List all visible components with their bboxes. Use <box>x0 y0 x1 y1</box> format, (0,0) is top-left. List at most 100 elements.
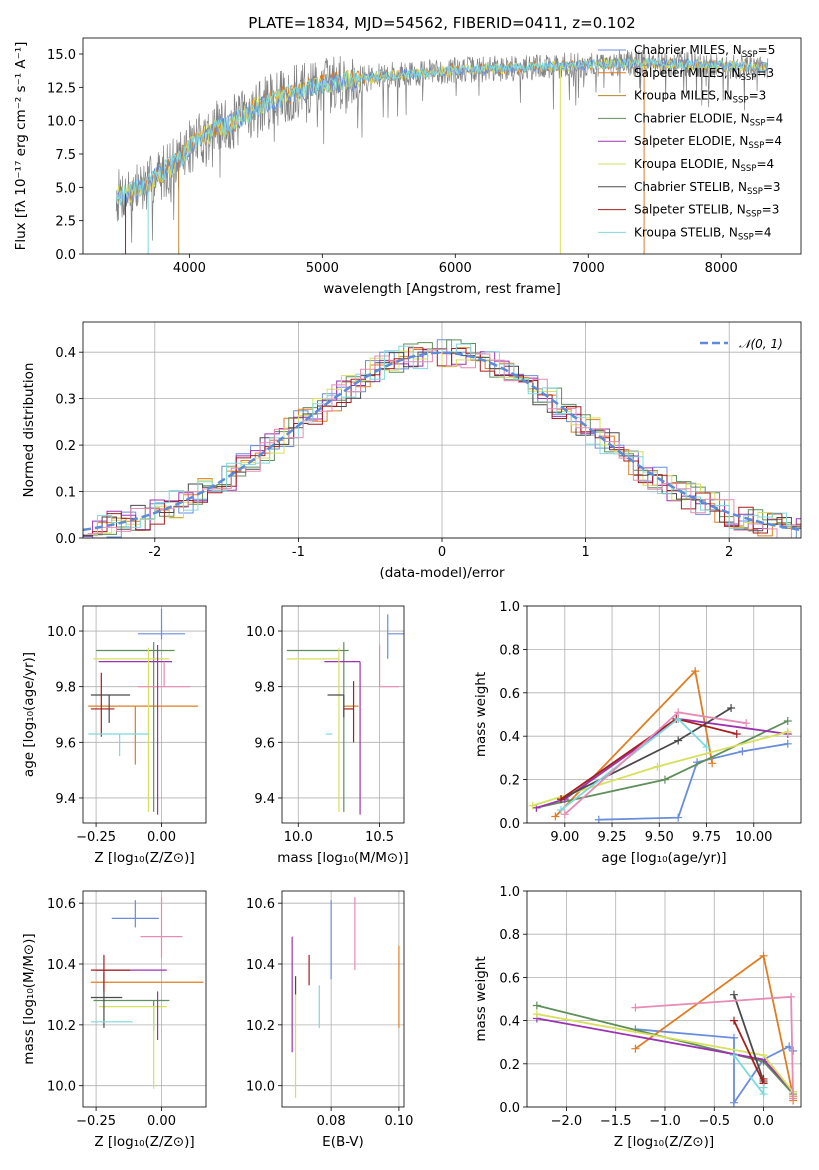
y-tick-label: 0.2 <box>499 1058 520 1073</box>
y-axis-label: Flux [fλ 10⁻¹⁷ erg cm⁻² s⁻¹ A⁻¹] <box>13 42 29 251</box>
x-tick-label: 8000 <box>705 261 738 276</box>
weight-series-line <box>536 717 788 809</box>
x-tick-label: 0.00 <box>147 830 176 845</box>
chart-weight_vs_Z: −2.0 −1.5 −1.0 −0.5 0.0 0.0 0.2 0.4 0.6 0.8 1.0 Z [… <box>473 885 802 1150</box>
y-axis-label: mass weight <box>473 956 489 1041</box>
weight-point-marker <box>674 813 683 822</box>
y-tick-label: 1.0 <box>499 600 520 615</box>
y-tick-label: 0.0 <box>55 248 76 263</box>
x-tick-label: 9.50 <box>645 830 674 845</box>
model-spectrum-line <box>115 57 768 206</box>
y-tick-label: 10.0 <box>47 1080 76 1095</box>
weight-lines <box>528 667 792 823</box>
axes-frame <box>82 605 207 824</box>
y-tick-label: 10.4 <box>47 958 76 973</box>
x-tick-label: -1 <box>292 545 305 560</box>
x-axis-label: Z [log₁₀(Z/Z⊙)] <box>94 1134 194 1150</box>
y-tick-label: 9.4 <box>254 792 275 807</box>
weight-point-marker <box>729 1098 738 1107</box>
y-tick-label: 10.0 <box>246 1080 275 1095</box>
weight-point-marker <box>783 727 792 736</box>
weight-point-marker <box>674 708 683 717</box>
x-tick-label: 4000 <box>173 261 206 276</box>
x-axis-label: mass [log₁₀(M/M⊙)] <box>277 850 408 866</box>
chart-weight_vs_age: 9.00 9.25 9.50 9.75 10.00 0.0 0.2 0.4 0.6 0.8 1.0 a… <box>473 600 802 866</box>
legend-entry: Salpeter ELODIE, NSSP=4 <box>634 134 782 151</box>
axes-frame <box>281 605 405 824</box>
weight-point-marker <box>702 743 711 752</box>
weight-point-marker <box>783 717 792 726</box>
x-tick-label: 5000 <box>306 261 339 276</box>
weight-point-marker <box>532 1010 541 1019</box>
weight-point-marker <box>729 1051 738 1060</box>
weight-point-marker <box>557 805 566 814</box>
x-tick-label: −0.25 <box>76 1114 116 1129</box>
x-tick-label: 0.10 <box>384 1114 413 1129</box>
x-axis-label: Z [log₁₀(Z/Z⊙)] <box>94 850 194 866</box>
weight-point-marker <box>759 1083 768 1092</box>
x-tick-label: 0.00 <box>147 1114 176 1129</box>
y-axis-label: mass weight <box>473 672 489 757</box>
y-tick-label: 0.4 <box>499 1015 520 1030</box>
weight-point-marker <box>660 775 669 784</box>
y-tick-label: 0.0 <box>499 1101 520 1116</box>
legend-entry: Kroupa MILES, NSSP=3 <box>634 89 766 106</box>
x-tick-label: −0.25 <box>76 830 116 845</box>
y-tick-label: 15.0 <box>47 48 76 63</box>
weight-lines <box>532 951 798 1107</box>
weight-point-marker <box>691 667 700 676</box>
x-tick-label: 6000 <box>439 261 472 276</box>
weight-point-marker <box>759 951 768 960</box>
x-axis-label: Z [log₁₀(Z/Z⊙)] <box>614 1134 714 1150</box>
weight-point-marker <box>557 795 566 804</box>
weight-point-marker <box>742 719 751 728</box>
x-tick-label: 9.00 <box>550 830 579 845</box>
figure-title: PLATE=1834, MJD=54562, FIBERID=0411, z=0… <box>248 14 635 32</box>
legend-entry: Salpeter MILES, NSSP=3 <box>634 66 774 83</box>
histogram-series <box>87 339 801 536</box>
y-tick-label: 12.5 <box>47 81 76 96</box>
y-tick-label: 0.6 <box>499 687 520 702</box>
y-tick-label: 1.0 <box>499 885 520 900</box>
weight-point-marker <box>528 801 537 810</box>
histogram-series <box>83 339 801 538</box>
weight-point-marker <box>759 1074 768 1083</box>
y-tick-label: 0.8 <box>499 928 520 943</box>
x-tick-label: 7000 <box>572 261 605 276</box>
chart-mass_vs_ebv: 0.08 0.10 10.0 10.2 10.4 10.6 E(B-V) <box>246 890 413 1150</box>
y-tick-label: 0.0 <box>55 532 76 547</box>
y-axis-label: age [log₁₀(age/yr)] <box>21 652 37 777</box>
x-tick-label: −1.0 <box>649 1114 681 1129</box>
errorbar-marks <box>90 897 204 1089</box>
weight-point-marker <box>783 739 792 748</box>
errorbar-marks <box>88 608 199 815</box>
model-spectrum-line <box>115 57 768 204</box>
y-tick-label: 0.6 <box>499 971 520 986</box>
y-tick-label: 0.2 <box>55 439 76 454</box>
weight-point-marker <box>674 736 683 745</box>
y-tick-label: 9.4 <box>55 792 76 807</box>
gaussian-curve <box>83 351 801 532</box>
legend-entry: Chabrier STELIB, NSSP=3 <box>634 180 781 197</box>
weight-point-marker <box>789 1094 798 1103</box>
axes-frame <box>82 37 802 255</box>
weight-point-marker <box>532 1001 541 1010</box>
weight-point-marker <box>560 810 569 819</box>
x-tick-label: 0.08 <box>317 1114 346 1129</box>
x-tick-label: −2.0 <box>551 1114 583 1129</box>
y-tick-label: 10.2 <box>47 1019 76 1034</box>
spectrum-lines <box>115 49 769 254</box>
x-tick-label: 0.0 <box>753 1114 774 1129</box>
legend-entry: Kroupa STELIB, NSSP=4 <box>634 225 772 242</box>
weight-point-marker <box>727 703 736 712</box>
legend-entry: Chabrier MILES, NSSP=5 <box>634 43 775 60</box>
x-tick-label: −0.5 <box>698 1114 730 1129</box>
y-tick-label: 10.2 <box>246 1019 275 1034</box>
y-tick-label: 0.0 <box>499 817 520 832</box>
weight-point-marker <box>738 747 747 756</box>
weight-point-marker <box>631 1044 640 1053</box>
x-tick-label: 10.0 <box>284 830 313 845</box>
x-axis-label: wavelength [Angstrom, rest frame] <box>323 281 561 297</box>
y-tick-label: 10.0 <box>47 625 76 640</box>
weight-point-marker <box>729 1016 738 1025</box>
